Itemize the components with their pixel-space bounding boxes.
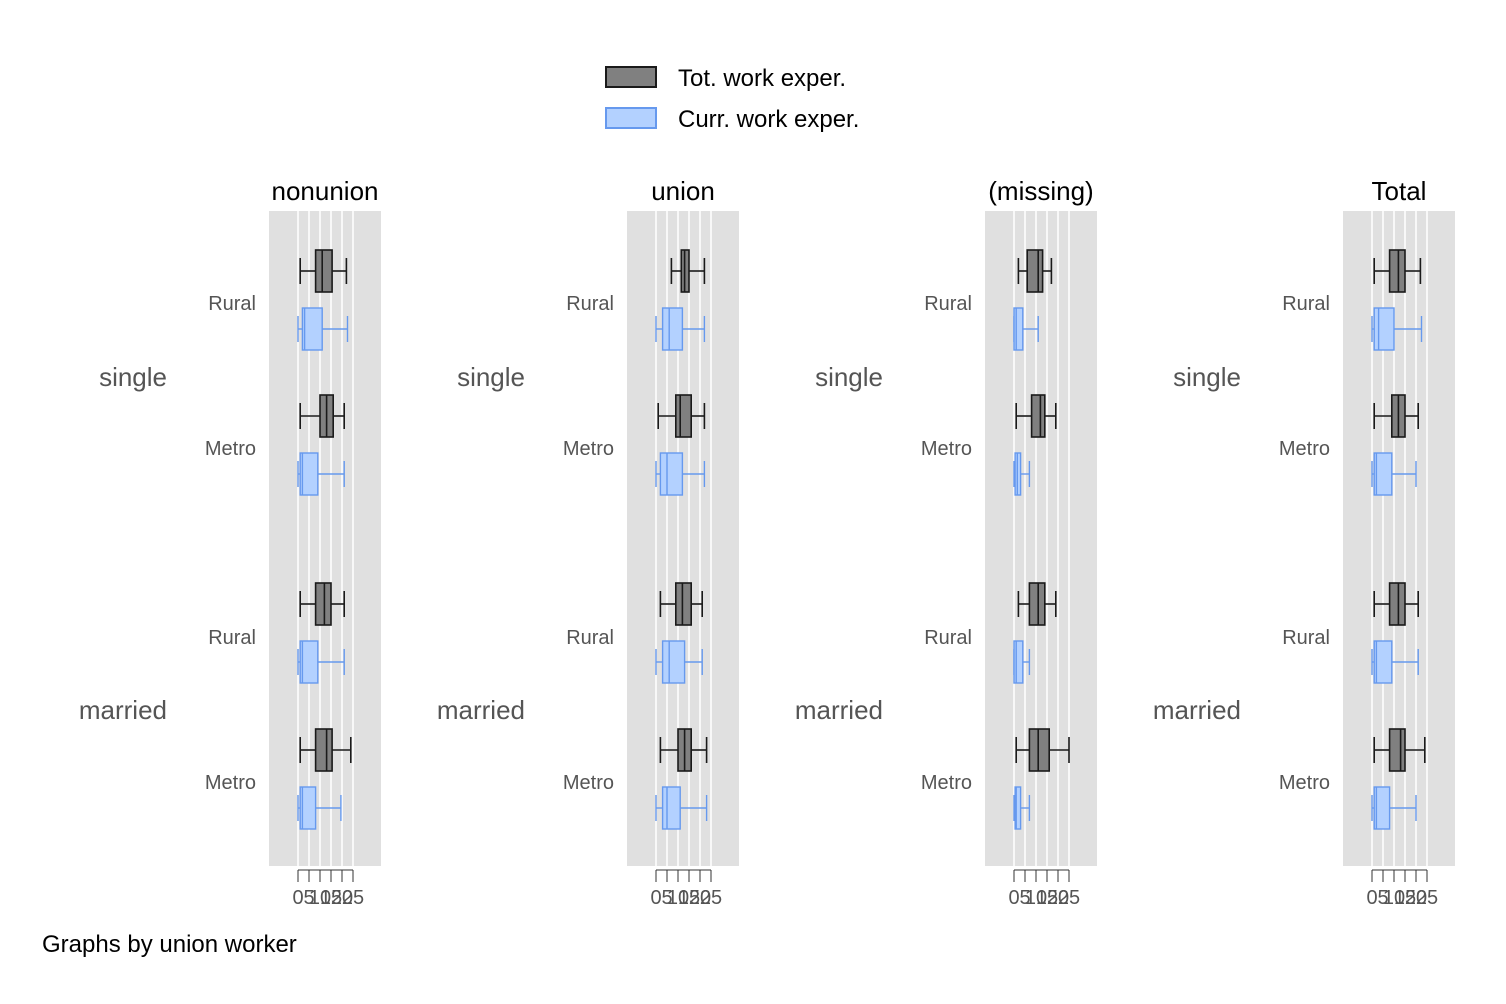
chart-note: Graphs by union worker bbox=[42, 931, 297, 958]
legend-swatch bbox=[605, 66, 657, 88]
panel-title: nonunion bbox=[272, 176, 379, 206]
box-curr-work-exper bbox=[661, 307, 684, 351]
box-curr-work-exper bbox=[659, 452, 684, 496]
x-tick-label: 5 bbox=[1019, 887, 1030, 909]
panel-title: Total bbox=[1372, 176, 1427, 206]
box-curr-work-exper bbox=[661, 786, 681, 830]
panel-title: union bbox=[651, 176, 715, 206]
box-curr-work-exper bbox=[1373, 640, 1393, 684]
group-label: married bbox=[795, 695, 883, 725]
box-curr-work-exper bbox=[299, 452, 319, 496]
subgroup-label: Rural bbox=[208, 627, 256, 649]
x-tick-label: 15 bbox=[320, 887, 342, 909]
subgroup-label: Rural bbox=[924, 627, 972, 649]
box-tot-work-exper bbox=[1388, 728, 1406, 772]
box-tot-work-exper bbox=[1388, 582, 1406, 626]
group-label: married bbox=[79, 695, 167, 725]
x-tick-label: 20 bbox=[689, 887, 711, 909]
x-tick-label: 5 bbox=[661, 887, 672, 909]
box-curr-work-exper bbox=[661, 640, 686, 684]
box-curr-work-exper bbox=[1013, 307, 1024, 351]
x-tick-label: 0 bbox=[650, 887, 661, 909]
group-label: single bbox=[1173, 362, 1241, 392]
box-tot-work-exper bbox=[314, 249, 333, 293]
panel-title: (missing) bbox=[988, 176, 1093, 206]
subgroup-label: Rural bbox=[566, 293, 614, 315]
x-tick-label: 5 bbox=[1377, 887, 1388, 909]
x-tick-label: 10 bbox=[1025, 887, 1047, 909]
legend-label: Tot. work exper. bbox=[678, 65, 846, 92]
group-label: single bbox=[457, 362, 525, 392]
x-tick-label: 20 bbox=[1405, 887, 1427, 909]
x-tick-label: 25 bbox=[1416, 887, 1438, 909]
group-label: single bbox=[815, 362, 883, 392]
box-curr-work-exper bbox=[1014, 786, 1022, 830]
x-tick-label: 25 bbox=[1058, 887, 1080, 909]
legend-label: Curr. work exper. bbox=[678, 106, 859, 133]
group-label: married bbox=[437, 695, 525, 725]
x-tick-label: 5 bbox=[303, 887, 314, 909]
subgroup-label: Rural bbox=[1282, 627, 1330, 649]
x-tick-label: 0 bbox=[292, 887, 303, 909]
x-tick-label: 10 bbox=[309, 887, 331, 909]
subgroup-label: Rural bbox=[924, 293, 972, 315]
box-curr-work-exper bbox=[1373, 307, 1395, 351]
x-tick-label: 10 bbox=[1383, 887, 1405, 909]
box-tot-work-exper bbox=[674, 394, 692, 438]
box-curr-work-exper bbox=[299, 786, 317, 830]
box-curr-work-exper bbox=[1373, 452, 1393, 496]
x-tick-label: 0 bbox=[1008, 887, 1019, 909]
subgroup-label: Metro bbox=[921, 772, 972, 794]
subgroup-label: Metro bbox=[1279, 772, 1330, 794]
box-tot-work-exper bbox=[1028, 582, 1046, 626]
x-tick-label: 0 bbox=[1366, 887, 1377, 909]
subgroup-label: Rural bbox=[566, 627, 614, 649]
group-label: married bbox=[1153, 695, 1241, 725]
x-tick-label: 15 bbox=[678, 887, 700, 909]
legend-swatch bbox=[605, 107, 657, 129]
subgroup-label: Metro bbox=[1279, 438, 1330, 460]
x-tick-label: 10 bbox=[667, 887, 689, 909]
box-tot-work-exper bbox=[1026, 249, 1044, 293]
box-tot-work-exper bbox=[674, 582, 692, 626]
subgroup-label: Metro bbox=[205, 438, 256, 460]
subgroup-label: Metro bbox=[205, 772, 256, 794]
x-tick-label: 15 bbox=[1394, 887, 1416, 909]
box-tot-work-exper bbox=[1388, 249, 1406, 293]
box-curr-work-exper bbox=[1013, 640, 1024, 684]
x-tick-label: 25 bbox=[700, 887, 722, 909]
box-tot-work-exper bbox=[1028, 728, 1051, 772]
box-curr-work-exper bbox=[299, 640, 319, 684]
box-curr-work-exper bbox=[301, 307, 323, 351]
subgroup-label: Metro bbox=[563, 772, 614, 794]
group-label: single bbox=[99, 362, 167, 392]
subgroup-label: Rural bbox=[1282, 293, 1330, 315]
subgroup-label: Metro bbox=[921, 438, 972, 460]
box-tot-work-exper bbox=[1030, 394, 1046, 438]
subgroup-label: Rural bbox=[208, 293, 256, 315]
box-curr-work-exper bbox=[1373, 786, 1391, 830]
subgroup-label: Metro bbox=[563, 438, 614, 460]
x-tick-label: 20 bbox=[1047, 887, 1069, 909]
box-tot-work-exper bbox=[314, 728, 333, 772]
x-tick-label: 25 bbox=[342, 887, 364, 909]
box-tot-work-exper bbox=[314, 582, 332, 626]
x-tick-label: 15 bbox=[1036, 887, 1058, 909]
x-tick-label: 20 bbox=[331, 887, 353, 909]
